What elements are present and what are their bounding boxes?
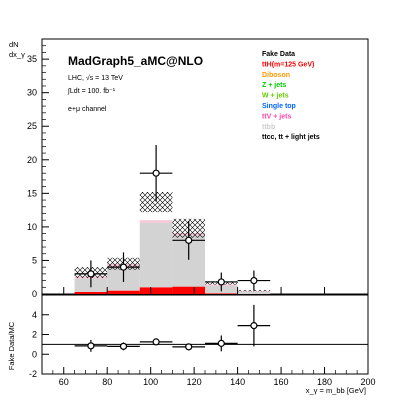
legend-entry: ttV + jets bbox=[262, 113, 291, 120]
legend-entry: ttcc, tt + light jets bbox=[262, 134, 320, 141]
tth-bar bbox=[74, 291, 108, 294]
legend-entry: ttH(m=125 GeV) bbox=[262, 61, 314, 68]
xtick-label: 140 bbox=[230, 377, 245, 387]
ratio-point bbox=[185, 343, 193, 351]
ttbb-bar bbox=[237, 291, 271, 294]
data-point bbox=[152, 169, 160, 177]
xtick-label: 200 bbox=[360, 377, 375, 387]
xlabel: x_γ = m_bb [GeV] bbox=[306, 386, 366, 395]
info-line-channel: e+μ channel bbox=[68, 106, 107, 113]
legend-entry: Fake Data bbox=[262, 51, 295, 58]
xtick-label: 120 bbox=[187, 377, 202, 387]
ttbb-bar bbox=[139, 222, 173, 288]
ratio-ytick-label: -2 bbox=[29, 369, 37, 379]
data-point bbox=[217, 278, 225, 286]
ratio-panel-frame bbox=[41, 294, 369, 375]
ytick-label: 15 bbox=[27, 188, 37, 198]
tth-bar bbox=[139, 287, 173, 294]
uncertainty-band bbox=[139, 192, 173, 213]
chart-title: MadGraph5_aMC@NLO bbox=[68, 54, 203, 68]
tth-bar bbox=[205, 293, 238, 294]
ylabel-top: dN bbox=[9, 40, 19, 49]
ratio-point bbox=[152, 338, 160, 346]
ytick-label: 35 bbox=[27, 54, 37, 64]
top-plot-layer: 0 5 10 15 20 25 30 35 bbox=[27, 45, 369, 299]
ratio-point bbox=[119, 342, 128, 350]
info-line-energy: LHC, √s = 13 TeV bbox=[68, 74, 123, 82]
legend-entry: Diboson bbox=[262, 72, 290, 79]
ytick-label: 20 bbox=[27, 155, 37, 165]
ytick-label: 10 bbox=[27, 222, 37, 232]
ratio-plot-layer: -2 0 2 4 60 80 100 120 140 160 180 200 bbox=[29, 304, 376, 387]
ratio-ytick-label: 4 bbox=[32, 310, 37, 320]
ytick-label: 30 bbox=[27, 88, 37, 98]
ylabel-bottom: dx_γ bbox=[9, 50, 25, 59]
ratio-point bbox=[217, 339, 225, 347]
ytick-label: 25 bbox=[27, 121, 37, 131]
legend: Fake Data ttH(m=125 GeV) Diboson Z + jets W … bbox=[262, 51, 320, 141]
ratio-ytick-label: 0 bbox=[32, 349, 37, 359]
ratio-ylabel: Fake Data/MC bbox=[7, 321, 16, 370]
data-point bbox=[119, 263, 128, 271]
ratio-point bbox=[87, 342, 95, 350]
legend-entry: Single top bbox=[262, 103, 296, 110]
xtick-label: 160 bbox=[274, 377, 289, 387]
ratio-ytick-label: 2 bbox=[32, 330, 37, 340]
data-point bbox=[185, 236, 193, 244]
info-line-lumi: ∫Ldt = 100. fb⁻¹ bbox=[67, 88, 116, 95]
xtick-label: 100 bbox=[143, 377, 158, 387]
tth-bar bbox=[172, 286, 205, 294]
ttcc-bar bbox=[237, 291, 271, 292]
ratio-point bbox=[250, 322, 258, 330]
legend-entry: ttbb bbox=[262, 124, 275, 131]
xtick-label: 80 bbox=[102, 377, 112, 387]
data-point bbox=[250, 276, 258, 285]
ytick-label: 5 bbox=[32, 255, 37, 265]
legend-entry: W + jets bbox=[262, 93, 289, 100]
xtick-label: 180 bbox=[317, 377, 332, 387]
tth-bar bbox=[107, 290, 140, 294]
data-point bbox=[87, 270, 95, 278]
xtick-label: 60 bbox=[59, 377, 69, 387]
ttcc-bar bbox=[139, 220, 173, 223]
legend-entry: Z + jets bbox=[262, 82, 286, 89]
ytick-label: 0 bbox=[32, 289, 37, 299]
